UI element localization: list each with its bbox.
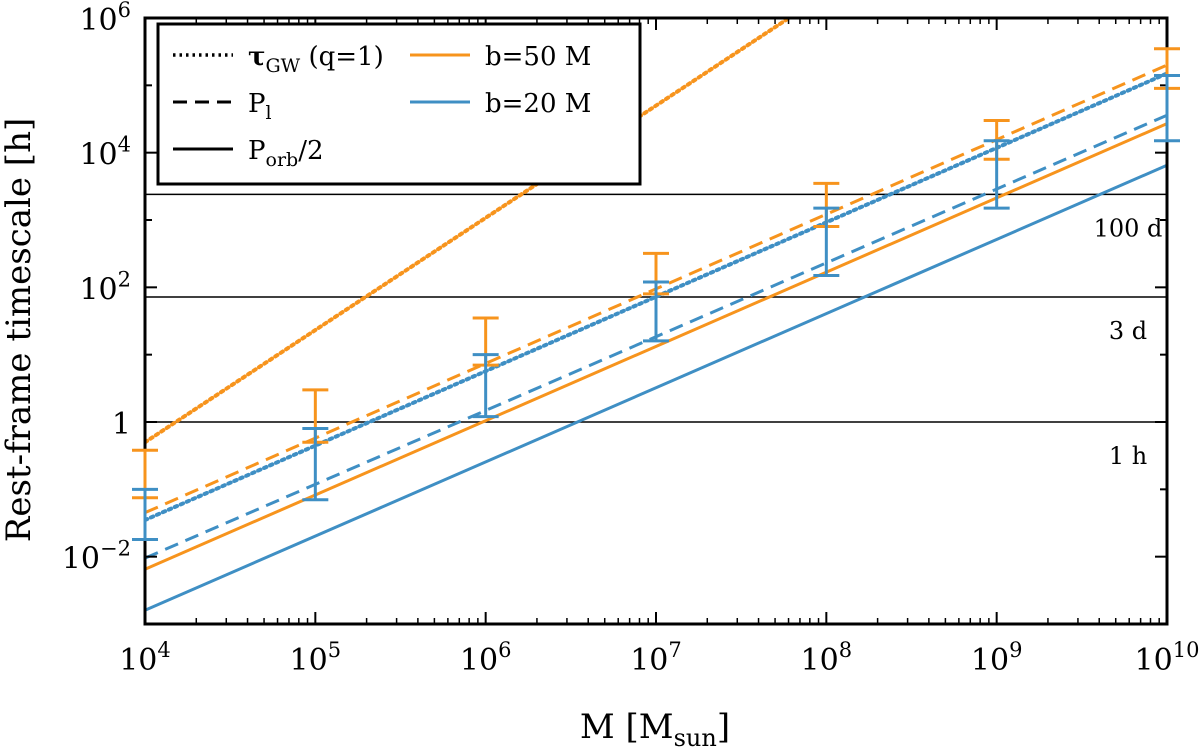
error-bar — [472, 353, 499, 419]
y-tick-label-base: 10 — [79, 3, 117, 38]
x-tick-label-base: 10 — [971, 643, 1009, 678]
x-tick-label: 108 — [801, 638, 853, 678]
error-bar — [643, 280, 669, 343]
y-tick-label-base: 10 — [62, 542, 100, 577]
legend-label-text: b=20 M — [485, 89, 591, 119]
x-tick-label-exp: 10 — [1173, 638, 1200, 662]
x-tick-label-exp: 5 — [328, 638, 341, 662]
x-tick-label-base: 10 — [630, 643, 668, 678]
reference-line-label: 1 h — [1109, 442, 1147, 470]
legend-label: Porb/2 — [248, 136, 324, 171]
x-axis-label-main: M [M — [580, 707, 674, 747]
x-tick-label-exp: 4 — [157, 638, 170, 662]
x-tick-label-exp: 9 — [1009, 638, 1022, 662]
x-tick-label-base: 10 — [119, 643, 157, 678]
x-tick-label-base: 10 — [460, 643, 498, 678]
x-axis-label-close: ] — [717, 707, 730, 747]
y-tick-label-exp: 4 — [118, 133, 131, 157]
y-tick-label-exp: 6 — [118, 0, 131, 22]
x-tick-label-base: 10 — [1135, 643, 1173, 678]
x-tick-label: 105 — [290, 638, 342, 678]
y-tick-label-base: 10 — [79, 272, 117, 307]
x-tick-label: 1010 — [1135, 638, 1200, 678]
legend-label-sub: orb — [266, 149, 299, 171]
y-tick-label: 1 — [112, 407, 131, 442]
reference-line-label: 100 d — [1094, 214, 1163, 242]
legend-label-text: (q=1) — [300, 42, 384, 72]
y-tick-label: 10−2 — [62, 537, 131, 577]
legend-label-text: /2 — [298, 136, 323, 166]
legend-box — [156, 22, 642, 186]
y-tick-label: 106 — [79, 0, 131, 38]
x-axis-label: M [Msun] — [580, 707, 730, 752]
y-tick-label-exp: 2 — [118, 267, 131, 291]
x-tick-label-base: 10 — [290, 643, 328, 678]
x-tick-label-exp: 7 — [668, 638, 681, 662]
series-line — [145, 18, 793, 445]
x-tick-label: 107 — [630, 638, 682, 678]
error-bar — [1154, 73, 1180, 143]
x-tick-label: 109 — [971, 638, 1023, 678]
error-bar — [132, 487, 158, 541]
y-tick-label-exp: −2 — [100, 537, 131, 561]
series-line — [145, 163, 1167, 612]
legend-label-symbol: P — [248, 89, 266, 119]
error-bar — [813, 206, 840, 277]
legend-label: Pl — [248, 89, 272, 124]
legend-label-symbol: τ — [248, 42, 266, 72]
x-tick-label-exp: 6 — [498, 638, 511, 662]
error-bar — [983, 139, 1010, 210]
legend-label: b=20 M — [485, 89, 591, 119]
plot-frame — [143, 16, 1169, 626]
x-tick-label-exp: 8 — [839, 638, 852, 662]
y-tick-label: 102 — [79, 267, 131, 307]
y-tick-label: 104 — [79, 133, 131, 173]
x-axis-label-sub: sun — [674, 724, 717, 752]
x-tick-label: 106 — [460, 638, 512, 678]
legend-label-sub: GW — [266, 55, 301, 77]
legend-label-text: b=50 M — [485, 42, 591, 72]
legend-label: b=50 M — [485, 42, 591, 72]
y-tick-label-base: 1 — [112, 407, 131, 442]
error-bar — [302, 427, 329, 502]
y-tick-label-base: 10 — [79, 138, 117, 173]
legend-label-symbol: P — [248, 136, 266, 166]
legend-label-sub: l — [266, 102, 272, 124]
reference-line-label: 3 d — [1109, 317, 1147, 345]
legend-label: τGW (q=1) — [248, 42, 384, 77]
y-axis-label: Rest-frame timescale [h] — [0, 118, 39, 543]
x-tick-label: 104 — [119, 638, 171, 678]
x-tick-label-base: 10 — [801, 643, 839, 678]
